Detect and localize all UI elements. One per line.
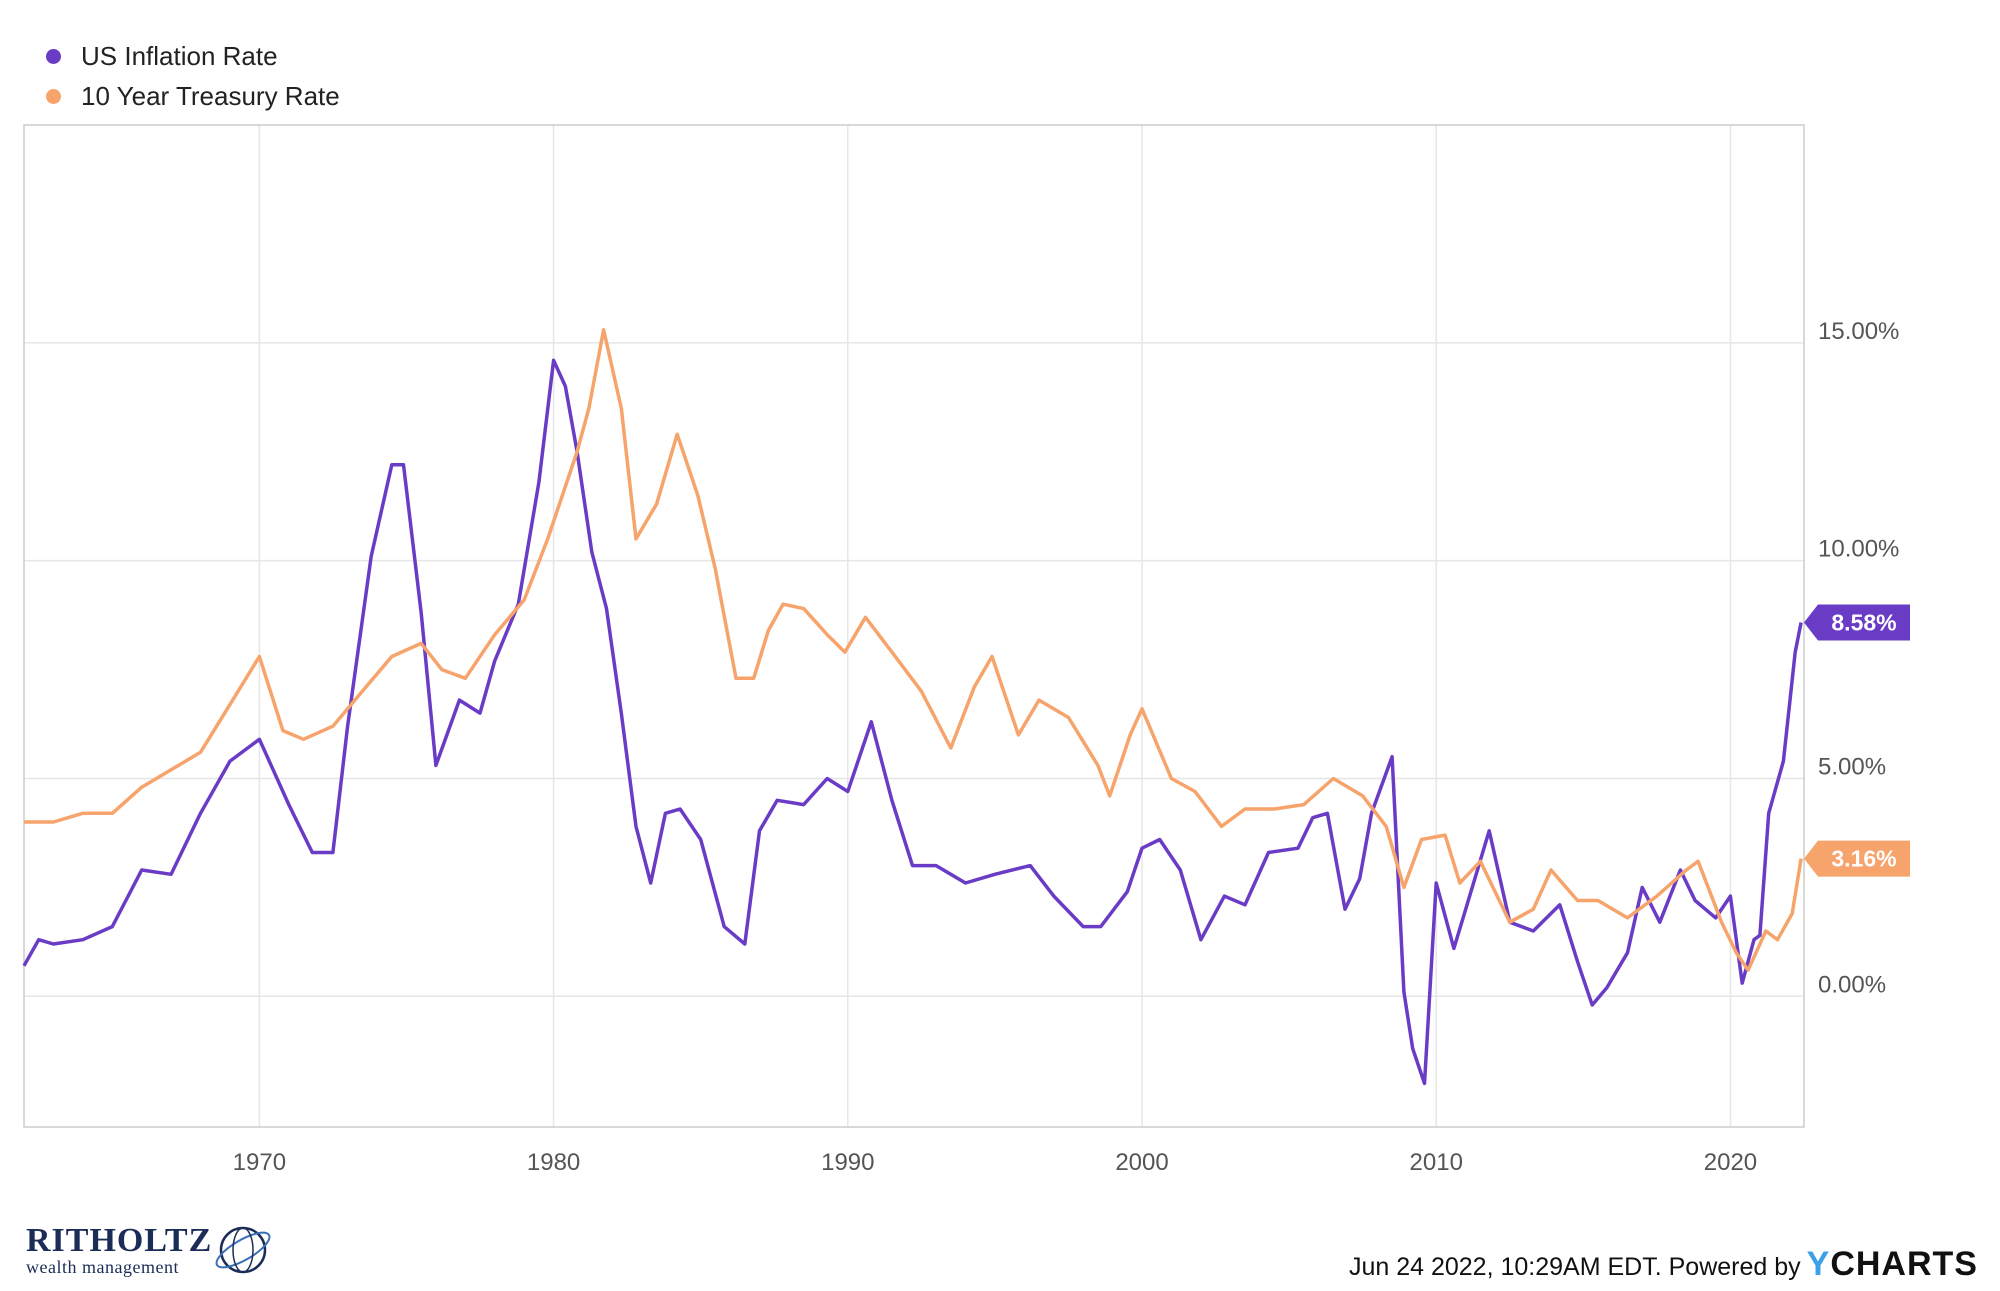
axis-labels: 1970 1980 1990 2000 2010 2020 0.00% 5.00% 10.00%… <box>233 318 1910 1176</box>
x-tick-label: 1990 <box>821 1149 874 1176</box>
legend-dot-icon <box>46 48 61 64</box>
x-tick-label: 1980 <box>527 1149 580 1176</box>
y-tick-label: 15.00% <box>1818 318 1899 345</box>
x-tick-label: 1970 <box>233 1149 286 1176</box>
footer-timestamp: Jun 24 2022, 10:29AM EDT. Powered by <box>1348 1253 1801 1281</box>
footer: Jun 24 2022, 10:29AM EDT. Powered by YCH… <box>1349 1245 1978 1284</box>
x-tick-label: 2020 <box>1704 1149 1757 1176</box>
plot-frame <box>23 124 1805 1128</box>
legend: US Inflation Rate 10 Year Treasury Rate <box>46 36 340 116</box>
series-line-inflation <box>22 358 1803 1086</box>
legend-label: US Inflation Rate <box>81 40 278 71</box>
last-value-label: 3.16% <box>1831 846 1896 872</box>
x-tick-label: 2010 <box>1410 1149 1463 1176</box>
legend-dot-icon <box>46 88 61 104</box>
y-tick-label: 10.00% <box>1818 536 1899 563</box>
legend-label: 10 Year Treasury Rate <box>81 80 340 111</box>
last-value-badge: 3.16% <box>1804 840 1910 877</box>
logo-main-text: RITHOLTZ <box>26 1222 213 1259</box>
ritholtz-logo: RITHOLTZ wealth management <box>26 1222 274 1278</box>
ycharts-logo[interactable]: YCHARTS <box>1806 1245 1978 1283</box>
logo-sub-text: wealth management <box>26 1257 179 1277</box>
globe-icon <box>215 1226 271 1274</box>
y-tick-label: 5.00% <box>1818 753 1886 780</box>
y-tick-label: 0.00% <box>1818 971 1886 998</box>
series-line-treasury <box>24 328 1803 972</box>
series-layer <box>22 328 1803 1086</box>
x-tick-label: 2000 <box>1115 1149 1168 1176</box>
last-value-badge: 8.58% <box>1804 604 1910 641</box>
last-value-label: 8.58% <box>1831 610 1896 636</box>
gridlines <box>24 125 1804 1127</box>
legend-item-treasury[interactable]: 10 Year Treasury Rate <box>46 76 340 116</box>
legend-item-inflation[interactable]: US Inflation Rate <box>46 36 340 76</box>
